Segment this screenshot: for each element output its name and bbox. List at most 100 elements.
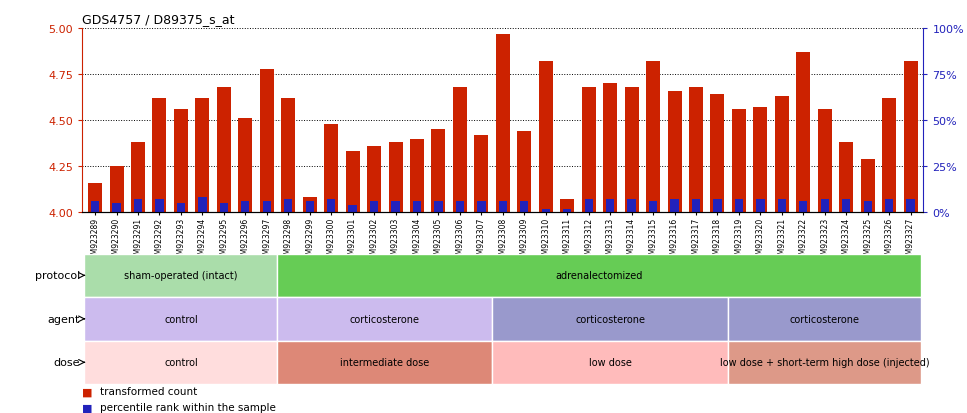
Bar bbox=[109, 167, 124, 213]
Bar bbox=[260, 69, 274, 213]
Text: control: control bbox=[164, 314, 198, 324]
Bar bbox=[906, 200, 915, 213]
Bar bbox=[492, 341, 728, 384]
Bar bbox=[345, 152, 360, 213]
Bar bbox=[431, 130, 446, 213]
Bar bbox=[278, 254, 922, 297]
Bar bbox=[799, 202, 807, 213]
Bar bbox=[777, 200, 786, 213]
Bar bbox=[842, 200, 850, 213]
Bar bbox=[753, 108, 768, 213]
Bar bbox=[153, 99, 166, 213]
Bar bbox=[131, 143, 145, 213]
Bar bbox=[818, 110, 832, 213]
Bar bbox=[903, 62, 918, 213]
Bar bbox=[882, 99, 896, 213]
Text: protocol: protocol bbox=[35, 271, 80, 281]
Bar bbox=[278, 297, 492, 341]
Bar bbox=[241, 202, 249, 213]
Bar bbox=[861, 159, 875, 213]
Bar bbox=[732, 110, 746, 213]
Bar bbox=[689, 88, 703, 213]
Bar bbox=[756, 200, 765, 213]
Bar bbox=[735, 200, 743, 213]
Bar bbox=[327, 200, 336, 213]
Text: ■: ■ bbox=[82, 386, 96, 396]
Bar bbox=[281, 99, 295, 213]
Bar bbox=[728, 297, 922, 341]
Bar bbox=[367, 147, 381, 213]
Bar bbox=[91, 202, 100, 213]
Bar bbox=[885, 200, 894, 213]
Bar bbox=[453, 88, 467, 213]
Bar bbox=[238, 119, 252, 213]
Bar bbox=[84, 254, 278, 297]
Text: GDS4757 / D89375_s_at: GDS4757 / D89375_s_at bbox=[82, 13, 235, 26]
Bar bbox=[649, 202, 658, 213]
Bar bbox=[455, 202, 464, 213]
Text: transformed count: transformed count bbox=[100, 386, 197, 396]
Bar bbox=[84, 297, 278, 341]
Bar bbox=[517, 132, 531, 213]
Text: low dose: low dose bbox=[589, 357, 631, 368]
Bar bbox=[195, 99, 209, 213]
Text: low dose + short-term high dose (injected): low dose + short-term high dose (injecte… bbox=[720, 357, 929, 368]
Text: control: control bbox=[164, 357, 198, 368]
Bar bbox=[392, 202, 399, 213]
Text: adrenalectomized: adrenalectomized bbox=[556, 271, 643, 281]
Bar bbox=[156, 200, 163, 213]
Bar bbox=[560, 200, 574, 213]
Text: agent: agent bbox=[47, 314, 80, 324]
Bar bbox=[582, 88, 596, 213]
Bar bbox=[603, 84, 617, 213]
Bar bbox=[563, 209, 571, 213]
Bar bbox=[198, 198, 207, 213]
Bar bbox=[303, 198, 316, 213]
Bar bbox=[584, 200, 593, 213]
Text: percentile rank within the sample: percentile rank within the sample bbox=[100, 402, 276, 412]
Bar bbox=[691, 200, 700, 213]
Bar bbox=[112, 204, 121, 213]
Bar bbox=[839, 143, 853, 213]
Bar bbox=[606, 200, 614, 213]
Bar bbox=[174, 110, 188, 213]
Bar bbox=[667, 91, 682, 213]
Bar bbox=[477, 202, 485, 213]
Text: corticosterone: corticosterone bbox=[790, 314, 860, 324]
Bar bbox=[864, 202, 872, 213]
Bar bbox=[475, 135, 488, 213]
Bar bbox=[348, 205, 357, 213]
Bar bbox=[821, 200, 829, 213]
Bar bbox=[263, 202, 271, 213]
Bar bbox=[278, 341, 492, 384]
Bar bbox=[217, 88, 231, 213]
Bar bbox=[539, 62, 553, 213]
Bar bbox=[389, 143, 402, 213]
Bar bbox=[306, 202, 314, 213]
Text: corticosterone: corticosterone bbox=[575, 314, 645, 324]
Text: intermediate dose: intermediate dose bbox=[340, 357, 429, 368]
Text: corticosterone: corticosterone bbox=[350, 314, 420, 324]
Bar bbox=[797, 53, 810, 213]
Bar bbox=[370, 202, 378, 213]
Bar bbox=[410, 139, 424, 213]
Bar bbox=[646, 62, 660, 213]
Bar bbox=[714, 200, 721, 213]
Text: ■: ■ bbox=[82, 402, 96, 412]
Bar bbox=[711, 95, 724, 213]
Bar bbox=[177, 204, 185, 213]
Bar bbox=[520, 202, 529, 213]
Bar bbox=[728, 341, 922, 384]
Bar bbox=[625, 88, 638, 213]
Bar bbox=[775, 97, 789, 213]
Bar bbox=[434, 202, 443, 213]
Bar bbox=[542, 209, 550, 213]
Bar bbox=[628, 200, 635, 213]
Bar bbox=[324, 124, 338, 213]
Text: sham-operated (intact): sham-operated (intact) bbox=[124, 271, 238, 281]
Bar bbox=[84, 341, 278, 384]
Bar bbox=[492, 297, 728, 341]
Bar bbox=[499, 202, 507, 213]
Bar bbox=[88, 183, 103, 213]
Text: dose: dose bbox=[53, 357, 80, 368]
